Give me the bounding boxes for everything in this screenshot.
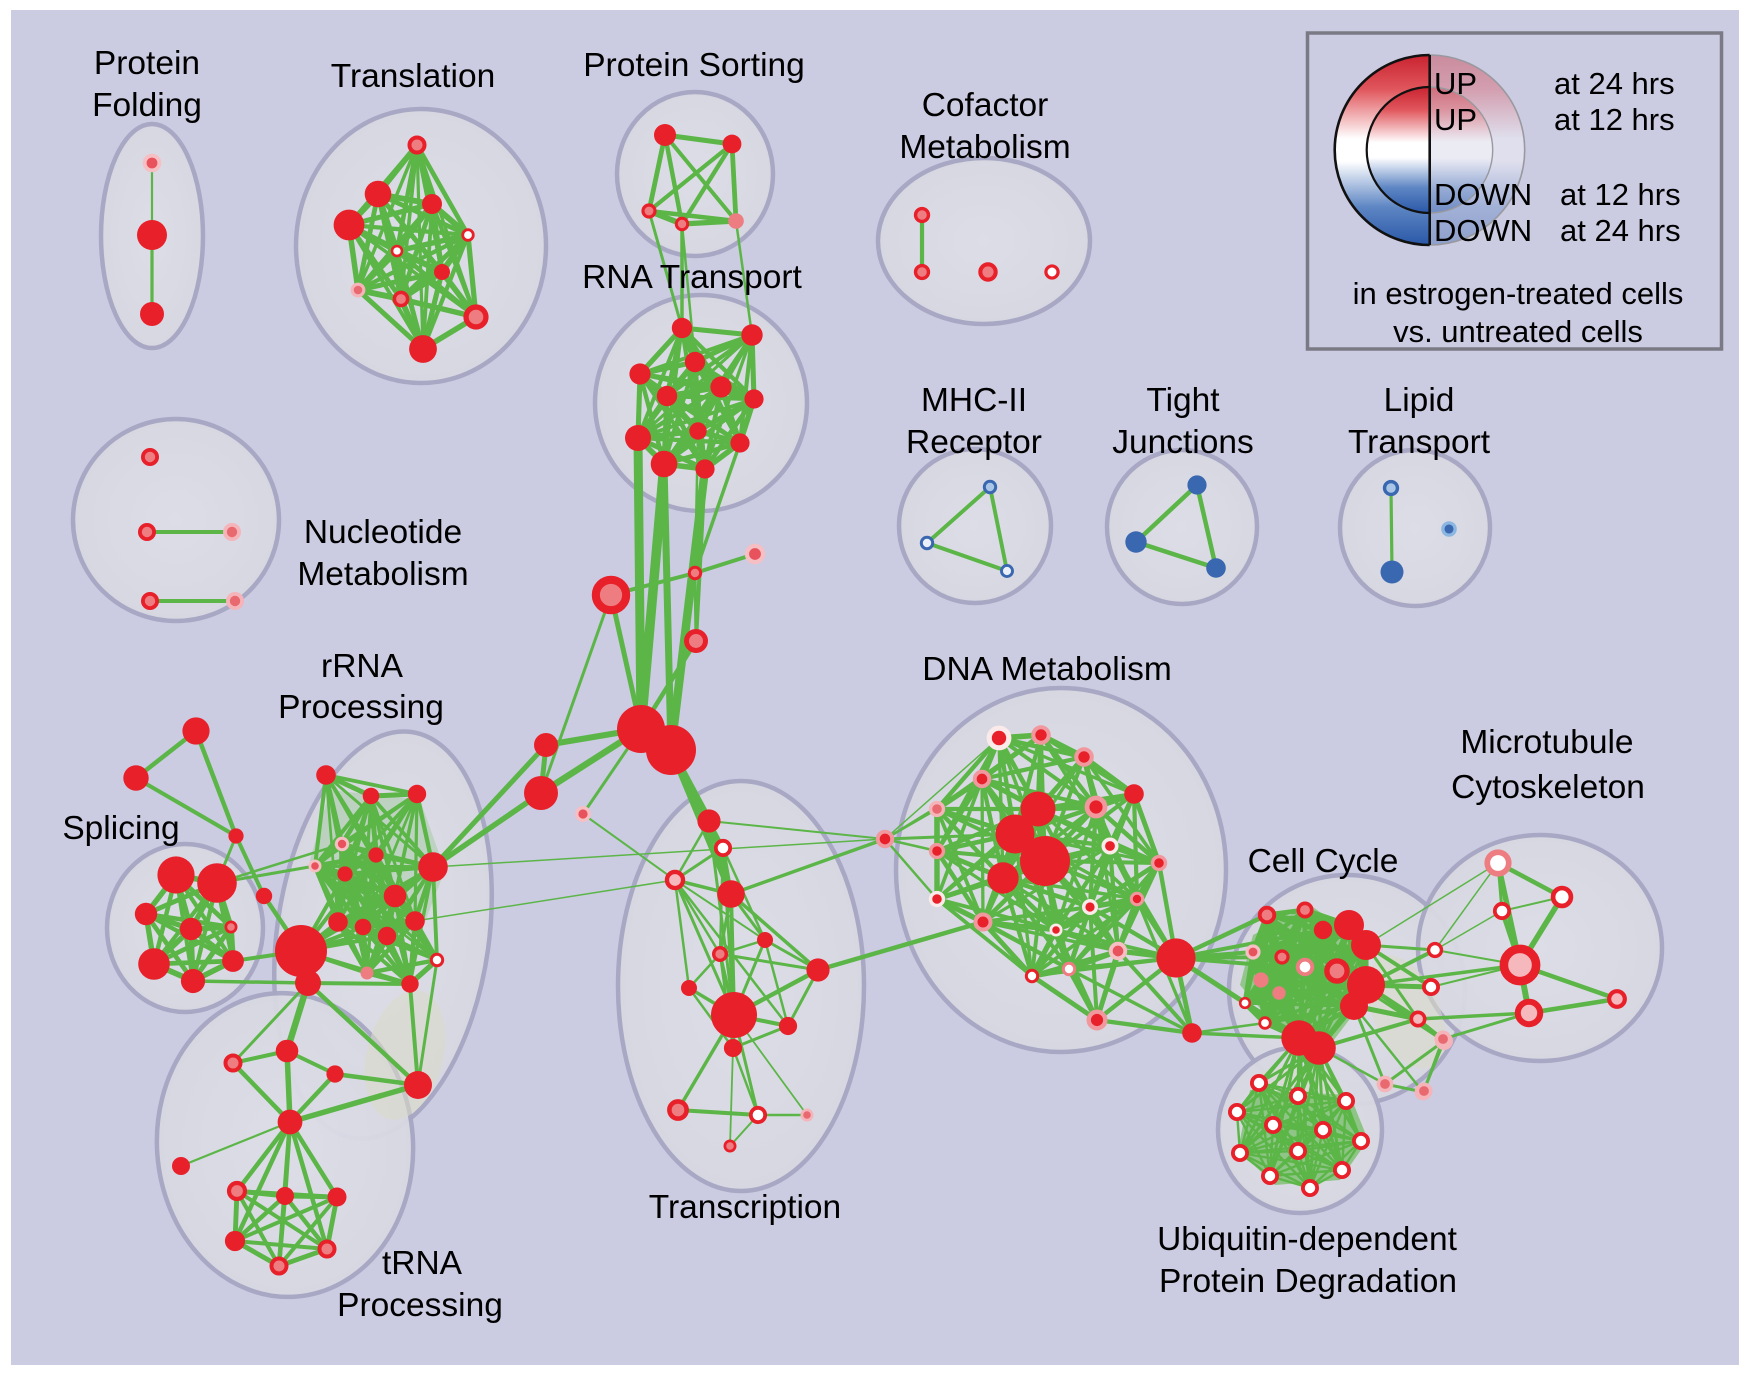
svg-text:Ubiquitin-dependent: Ubiquitin-dependent	[1157, 1221, 1458, 1258]
svg-text:Tight: Tight	[1146, 382, 1220, 419]
svg-text:Processing: Processing	[278, 689, 444, 726]
svg-text:at 24 hrs: at 24 hrs	[1554, 66, 1675, 101]
svg-text:Lipid: Lipid	[1384, 382, 1455, 419]
svg-text:Transport: Transport	[1348, 424, 1491, 461]
svg-text:MHC-II: MHC-II	[921, 382, 1027, 419]
svg-text:DOWN: DOWN	[1434, 213, 1532, 248]
svg-text:UP: UP	[1434, 102, 1477, 137]
svg-text:Transcription: Transcription	[649, 1189, 841, 1226]
svg-text:DNA Metabolism: DNA Metabolism	[922, 651, 1171, 688]
svg-text:Splicing: Splicing	[62, 810, 179, 847]
svg-text:Cytoskeleton: Cytoskeleton	[1451, 769, 1645, 806]
svg-text:Protein Sorting: Protein Sorting	[583, 47, 805, 84]
svg-text:Folding: Folding	[92, 87, 202, 124]
svg-text:Protein Degradation: Protein Degradation	[1159, 1263, 1457, 1300]
svg-text:at 12 hrs: at 12 hrs	[1560, 177, 1681, 212]
svg-text:Microtubule: Microtubule	[1460, 724, 1633, 761]
svg-text:Metabolism: Metabolism	[297, 556, 468, 593]
svg-text:DOWN: DOWN	[1434, 177, 1532, 212]
svg-text:at 24 hrs: at 24 hrs	[1560, 213, 1681, 248]
svg-text:Cofactor: Cofactor	[922, 87, 1049, 124]
svg-text:Processing: Processing	[337, 1287, 503, 1324]
svg-text:Protein: Protein	[94, 45, 200, 82]
svg-text:UP: UP	[1434, 66, 1477, 101]
svg-text:Nucleotide: Nucleotide	[304, 514, 462, 551]
svg-text:rRNA: rRNA	[321, 648, 404, 685]
svg-text:Junctions: Junctions	[1112, 424, 1254, 461]
svg-text:Translation: Translation	[331, 58, 495, 95]
svg-text:RNA Transport: RNA Transport	[582, 259, 802, 296]
svg-text:in estrogen-treated cells: in estrogen-treated cells	[1353, 276, 1684, 311]
svg-text:tRNA: tRNA	[382, 1245, 463, 1282]
svg-text:Cell Cycle: Cell Cycle	[1248, 843, 1399, 880]
svg-text:at 12 hrs: at 12 hrs	[1554, 102, 1675, 137]
svg-text:Receptor: Receptor	[906, 424, 1042, 461]
svg-text:vs. untreated cells: vs. untreated cells	[1393, 314, 1643, 349]
svg-text:Metabolism: Metabolism	[899, 129, 1070, 166]
